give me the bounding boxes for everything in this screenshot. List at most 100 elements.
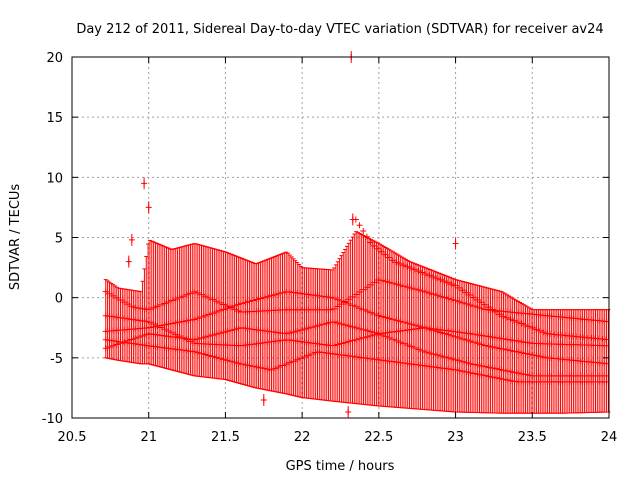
data-point [216,299,223,306]
x-axis-label: GPS time / hours [286,459,395,474]
data-point [231,302,238,309]
data-point [496,366,503,373]
data-point [514,319,521,326]
data-point [423,349,430,356]
data-point [334,341,341,348]
data-point [180,293,187,300]
data-point [198,291,205,298]
data-point [216,355,223,362]
data-point [386,279,393,286]
data-point [146,319,153,326]
data-point [452,297,459,304]
data-point [536,327,543,334]
data-point [434,328,441,335]
data-point [467,360,474,367]
data-point [496,375,503,382]
data-point [448,332,455,339]
data-point [459,368,466,375]
data-point [393,259,400,266]
data-point [246,298,253,305]
data-point [264,366,271,373]
data-point [283,330,290,337]
data-point [444,279,451,286]
data-point [294,328,301,335]
data-point [227,327,234,334]
data-point [308,324,315,331]
data-point [507,368,514,375]
data-point [102,312,109,319]
data-point [176,319,183,326]
data-point [430,273,437,280]
data-point [146,306,153,313]
data-point [415,346,422,353]
data-point [474,304,481,311]
data-point [526,372,533,379]
data-point [500,346,507,353]
data-point [493,365,500,372]
data-point [205,311,212,318]
data-point [518,320,525,327]
data-point [213,298,220,305]
data-point [261,294,268,301]
data-point [426,272,433,279]
data-point [205,333,212,340]
data-point [423,325,430,332]
data-point [393,281,400,288]
data-point [441,353,448,360]
data-point [231,326,238,333]
data-point [500,335,507,342]
data-point [401,283,408,290]
data-point [371,331,378,338]
data-point [493,334,500,341]
data-point [320,321,327,328]
data-point [511,337,518,344]
data-point [463,337,470,344]
data-point [493,374,500,381]
data-point [415,268,422,275]
data-point [202,312,209,319]
data-point [467,302,474,309]
data-point [397,260,404,267]
data-point [290,358,297,365]
data-point [456,367,463,374]
x-tick-label: 23 [447,430,464,445]
data-point [220,356,227,363]
data-point [485,364,492,371]
data-point [132,335,139,342]
data-point [345,322,352,329]
data-point [338,298,345,305]
data-point [235,301,242,308]
data-point [448,296,455,303]
data-point [286,359,293,366]
data-point [386,334,393,341]
data-point [286,329,293,336]
data-point [393,317,400,324]
data-point [250,363,257,370]
data-point [364,308,371,315]
data-point [422,270,429,277]
data-point [275,290,282,297]
data-point [253,363,260,370]
data-point [338,340,345,347]
data-point [294,356,301,363]
data-point [522,371,529,378]
data-point [478,332,485,339]
data-point [389,257,396,264]
data-point [205,352,212,359]
data-point [511,348,518,355]
data-point [360,286,367,293]
data-point [161,326,168,333]
data-point [334,303,341,310]
data-point [430,327,437,334]
data-point [180,318,187,325]
x-tick-label: 22 [294,430,311,445]
outlier-point [349,216,356,223]
data-point [456,357,463,364]
data-point [374,245,381,252]
data-point [356,305,363,312]
data-point [135,305,142,312]
data-point [452,366,459,373]
data-point [172,319,179,326]
data-point [110,337,117,344]
data-point [493,344,500,351]
